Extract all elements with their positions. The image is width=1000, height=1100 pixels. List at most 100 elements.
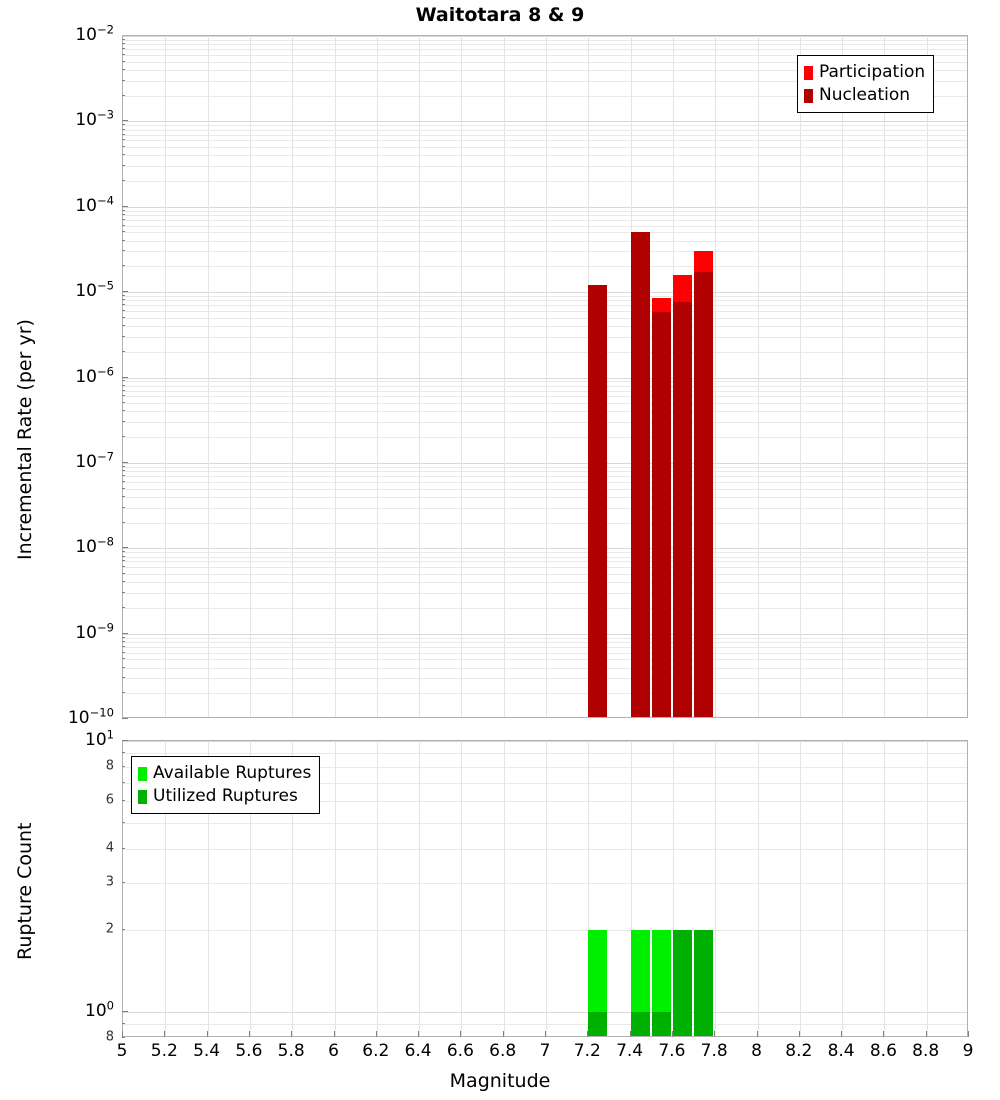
gridline-minor: [123, 507, 967, 509]
gridline-major: [123, 292, 967, 294]
bottom-y-tick-labels: 101 8 6 4 3 2 100 8: [2, 729, 114, 1045]
legend-item-utilized-ruptures[interactable]: Utilized Ruptures: [138, 785, 311, 808]
y-tick-mark: [122, 651, 125, 653]
gridline-minor: [123, 219, 967, 221]
utilized-ruptures-bar: [630, 1011, 650, 1036]
x-tick-mark: [798, 1031, 800, 1037]
gridline-vertical: [926, 741, 928, 1036]
gridline-minor: [123, 95, 967, 97]
y-tick-mark: [122, 239, 125, 241]
y-tick-label-minor: 8: [105, 1029, 114, 1045]
gridline-major: [123, 206, 967, 208]
y-tick-mark: [122, 821, 125, 823]
gridline-minor: [123, 1024, 967, 1026]
x-tick-mark: [375, 1031, 377, 1037]
gridline-vertical: [546, 741, 547, 1036]
y-tick-mark: [122, 218, 125, 220]
gridline-minor: [123, 266, 967, 268]
gridline-vertical: [588, 741, 590, 1036]
gridline-minor: [123, 822, 967, 824]
y-tick-mark: [122, 495, 125, 497]
y-tick-mark: [122, 154, 125, 156]
gridline-minor: [123, 69, 967, 71]
x-tick-label: 7: [539, 1041, 551, 1061]
gridline-minor: [123, 646, 967, 648]
gridline-vertical: [249, 36, 251, 717]
y-tick-mark: [122, 566, 125, 568]
y-tick-mark: [122, 139, 125, 141]
gridline-vertical: [292, 741, 294, 1036]
gridline-minor: [123, 166, 967, 168]
gridline-minor: [123, 637, 967, 639]
gridline-major: [123, 633, 967, 635]
y-tick-mark: [122, 43, 125, 45]
participation-color-swatch: [804, 65, 813, 80]
gridline-minor: [123, 582, 967, 584]
gridline-minor: [123, 466, 967, 468]
y-tick-label-minor: 8: [105, 758, 114, 774]
y-tick-mark: [122, 658, 125, 660]
gridline-minor: [123, 403, 967, 405]
gridline-minor: [123, 522, 967, 524]
y-tick-mark: [122, 1010, 128, 1012]
gridline-minor: [123, 496, 967, 498]
y-tick-mark: [122, 68, 125, 70]
y-tick-label-minor: 4: [105, 840, 114, 856]
y-tick-mark: [122, 521, 125, 523]
available-ruptures-bar: [630, 930, 650, 1036]
x-tick-label: 6.6: [446, 1041, 474, 1061]
y-tick-mark: [122, 551, 125, 553]
gridline-vertical: [419, 741, 421, 1036]
utilized-ruptures-bar: [672, 930, 693, 1036]
y-tick-mark: [122, 384, 125, 386]
y-tick-mark: [122, 636, 125, 638]
y-tick-mark: [122, 295, 125, 297]
gridline-minor: [123, 561, 967, 563]
gridline-vertical: [165, 741, 167, 1036]
y-tick-mark: [122, 124, 125, 126]
gridline-minor: [123, 155, 967, 157]
gridline-vertical: [757, 741, 759, 1036]
y-tick-mark: [122, 692, 125, 694]
legend-item-nucleation[interactable]: Nucleation: [804, 84, 925, 107]
x-tick-label: 7.2: [573, 1041, 601, 1061]
gridline-minor: [123, 210, 967, 212]
y-tick-mark: [122, 591, 125, 593]
y-tick-mark: [122, 180, 125, 182]
gridline-minor: [123, 592, 967, 594]
gridline-vertical: [503, 741, 505, 1036]
bottom-y-axis-label: Rupture Count: [14, 822, 36, 961]
x-tick-mark: [925, 1031, 927, 1037]
y-tick-mark: [122, 800, 125, 802]
gridline-vertical: [207, 741, 209, 1036]
y-tick-mark: [122, 325, 125, 327]
gridline-minor: [123, 659, 967, 661]
legend-item-available-ruptures[interactable]: Available Ruptures: [138, 762, 311, 785]
x-tick-mark: [545, 1031, 546, 1037]
gridline-minor: [123, 54, 967, 56]
y-tick-mark: [122, 781, 125, 783]
gridline-minor: [123, 667, 967, 669]
y-tick-mark: [122, 666, 125, 668]
x-tick-mark: [502, 1031, 504, 1037]
gridline-minor: [123, 390, 967, 392]
gridline-vertical: [249, 741, 251, 1036]
legend-item-participation[interactable]: Participation: [804, 61, 925, 84]
y-tick-mark: [122, 470, 125, 472]
x-tick-mark: [248, 1031, 250, 1037]
gridline-minor: [123, 411, 967, 413]
y-tick-mark: [122, 335, 125, 337]
x-tick-label: 8.8: [912, 1041, 940, 1061]
gridline-minor: [123, 693, 967, 695]
x-tick-label: 9: [962, 1041, 974, 1061]
gridline-minor: [123, 140, 967, 142]
nucleation-bar: [630, 231, 650, 717]
nucleation-bar: [694, 272, 714, 717]
y-tick-mark: [122, 53, 125, 55]
x-tick-label: 5.4: [193, 1041, 221, 1061]
gridline-minor: [123, 80, 967, 82]
gridline-vertical: [376, 741, 378, 1036]
x-tick-label: 8.4: [827, 1041, 855, 1061]
gridline-major: [123, 462, 967, 464]
